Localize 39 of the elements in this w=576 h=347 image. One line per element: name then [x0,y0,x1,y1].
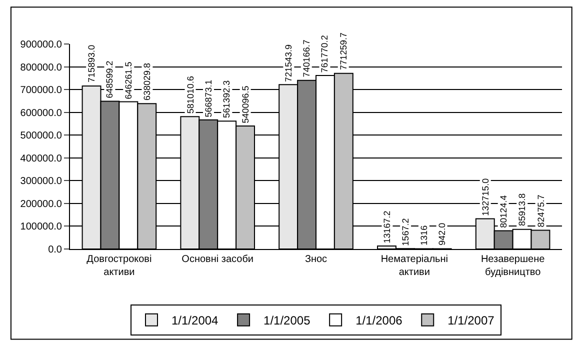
y-tick-label: 0.0 [48,244,62,256]
data-label: 721543.9 [284,44,294,82]
x-tick-label: Нематеріальні активи [380,254,448,278]
legend-label: 1/1/2007 [448,314,495,328]
y-tick-label: 900000.0 [20,40,62,50]
y-tick-label: 500000.0 [20,130,62,142]
data-label: 1567.2 [400,218,411,246]
x-tick-label: Незавершене будівництво [480,254,546,278]
data-label: 1316 [418,225,429,246]
data-label: 566873.1 [204,80,214,118]
x-tick-label: Знос [304,254,328,265]
data-label: 648599.2 [104,60,115,98]
data-label: 646261.5 [124,62,134,100]
data-label: 771259.7 [338,32,348,70]
x-tick-label: Основні засоби [182,254,254,265]
y-tick-label: 700000.0 [20,85,62,96]
data-label: 540096.5 [240,86,250,124]
data-label: 13167.2 [382,210,392,244]
data-label: 638029.8 [142,63,152,101]
x-tick-label: Довгострокові активи [86,254,152,278]
y-tick-label: 100000.0 [20,222,62,233]
y-tick-label: 200000.0 [20,198,62,210]
data-label: 740166.7 [301,40,312,78]
data-label: 82475.7 [536,194,546,228]
data-label: 85913.8 [517,193,528,226]
y-tick-label: 300000.0 [20,176,62,188]
data-label: 761770.2 [320,35,330,73]
y-tick-label: 600000.0 [20,108,62,119]
legend-label: 1/1/2004 [172,314,219,328]
y-tick-label: 400000.0 [20,153,62,164]
data-label: 942.0 [436,222,447,246]
legend-label: 1/1/2006 [356,314,403,328]
data-label: 561392.3 [222,80,232,118]
y-tick-label: 800000.0 [20,62,62,74]
legend-label: 1/1/2005 [264,314,311,328]
data-label: 715893.0 [86,44,97,82]
data-label: 581010.6 [185,76,196,114]
data-label: 132715.0 [480,178,490,216]
data-label: 80124.4 [498,195,508,228]
